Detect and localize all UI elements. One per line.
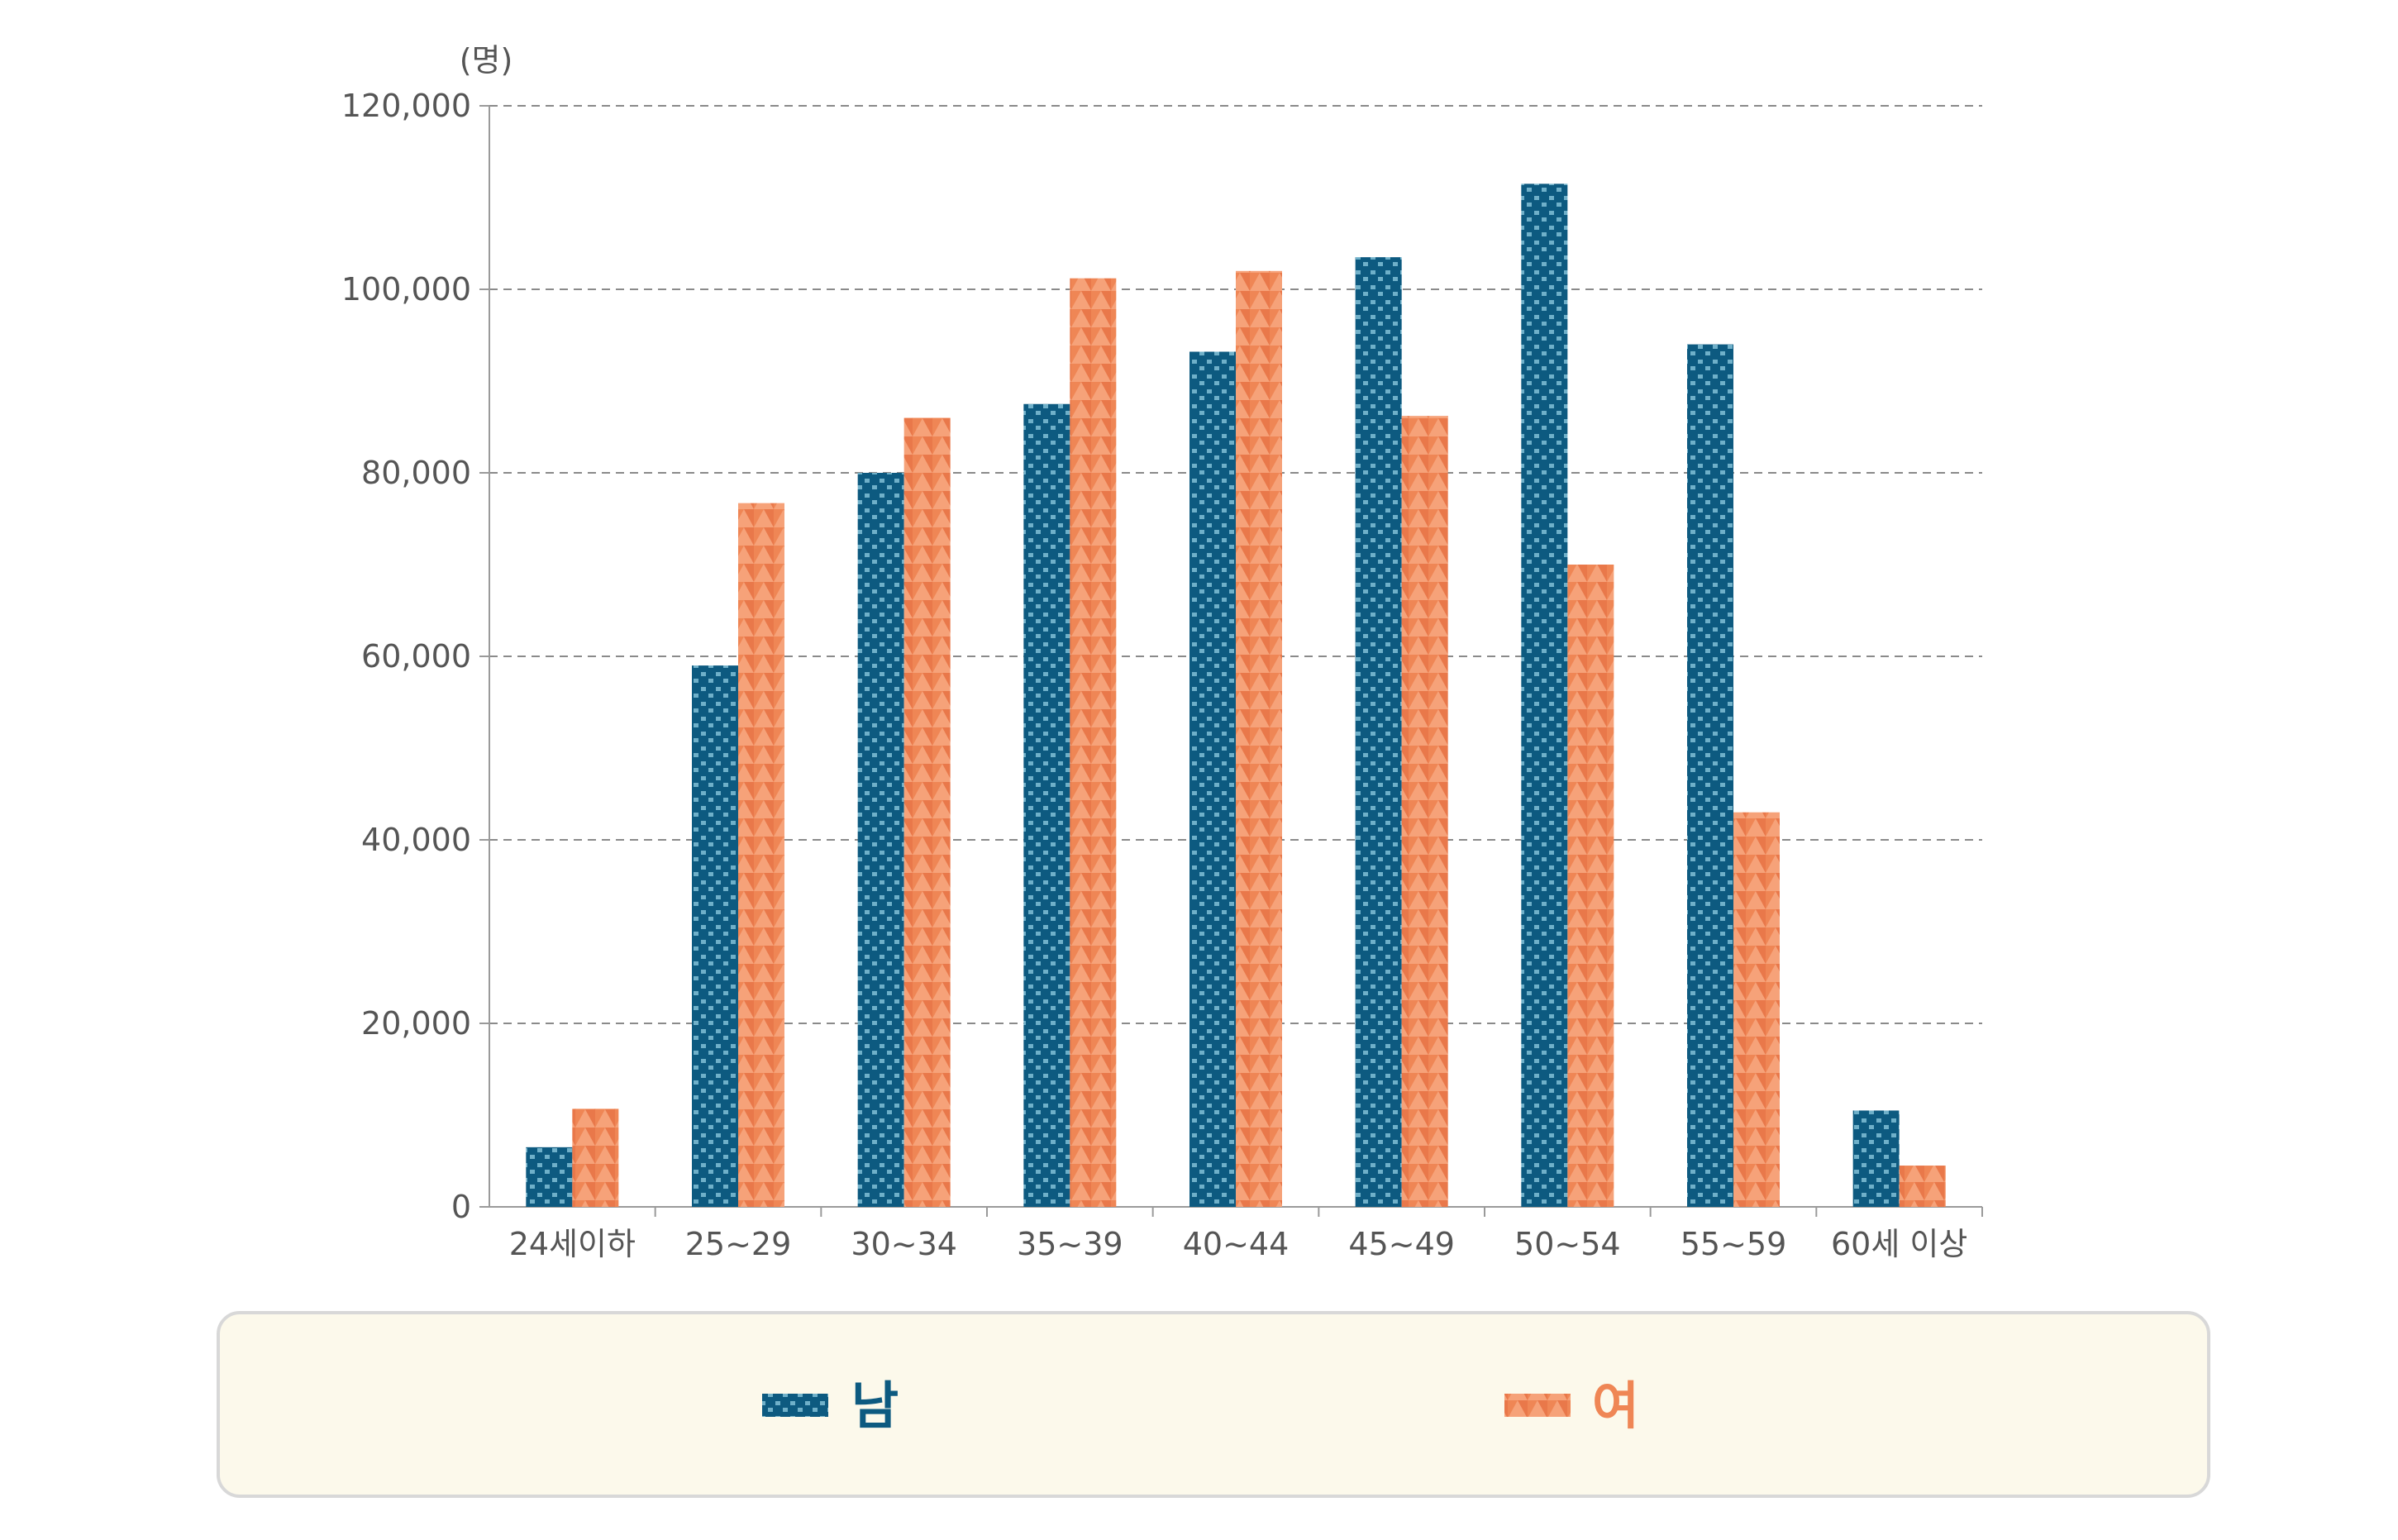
- legend-label-female: 여: [1592, 1376, 1639, 1436]
- x-tick-label: 50~54: [1514, 1226, 1621, 1262]
- y-tick-label: 120,000: [341, 88, 471, 124]
- bar-male: [1355, 257, 1402, 1207]
- y-tick-label: 80,000: [361, 455, 471, 491]
- x-tick-label: 25~29: [685, 1226, 792, 1262]
- x-tick-labels: 24세이하 25~29 30~34 35~39 40~44 45~49 50~54 55~59…: [509, 1226, 1968, 1262]
- y-axis-unit-label: (명): [460, 42, 513, 79]
- bar-male: [1687, 344, 1733, 1208]
- bar-male: [1023, 403, 1070, 1207]
- y-tick-labels: 0 20,000 40,000 60,000 80,000 100,000 120,000: [341, 88, 471, 1225]
- x-tick-label: 35~39: [1017, 1226, 1123, 1262]
- bar-female: [1567, 565, 1614, 1207]
- bar-male: [1189, 351, 1236, 1208]
- legend-swatch-female: [1504, 1394, 1571, 1417]
- y-tick-label: 20,000: [361, 1005, 471, 1042]
- bar-male: [857, 473, 904, 1207]
- bar-male: [692, 665, 738, 1207]
- bar-female: [1236, 270, 1282, 1207]
- x-tick-label: 24세이하: [509, 1226, 636, 1262]
- bar-female: [1733, 812, 1780, 1207]
- bar-female: [1401, 416, 1448, 1207]
- bar-female: [738, 503, 784, 1207]
- bar-male: [1852, 1110, 1900, 1207]
- legend-label-male: 남: [851, 1376, 899, 1436]
- x-tick-label: 55~59: [1681, 1226, 1787, 1262]
- legend-swatch-male: [762, 1394, 828, 1417]
- legend: 남 여: [217, 1311, 2210, 1498]
- bar-female: [572, 1109, 619, 1207]
- bars: [526, 184, 1946, 1208]
- bar-female: [1070, 278, 1117, 1208]
- bar-male: [1521, 184, 1568, 1208]
- bar-male: [526, 1147, 573, 1207]
- x-tick-label: 40~44: [1183, 1226, 1290, 1262]
- y-tick-label: 40,000: [361, 822, 471, 858]
- x-tick-label: 30~34: [851, 1226, 957, 1262]
- bar-female: [903, 417, 951, 1207]
- legend-box: [217, 1311, 2210, 1498]
- y-tick-label: 60,000: [361, 638, 471, 675]
- x-tick-label: 60세 이상: [1831, 1226, 1967, 1262]
- x-tick-label: 45~49: [1348, 1226, 1455, 1262]
- y-tick-label: 100,000: [341, 271, 471, 308]
- y-tick-label: 0: [451, 1189, 471, 1225]
- bar-female: [1899, 1166, 1946, 1207]
